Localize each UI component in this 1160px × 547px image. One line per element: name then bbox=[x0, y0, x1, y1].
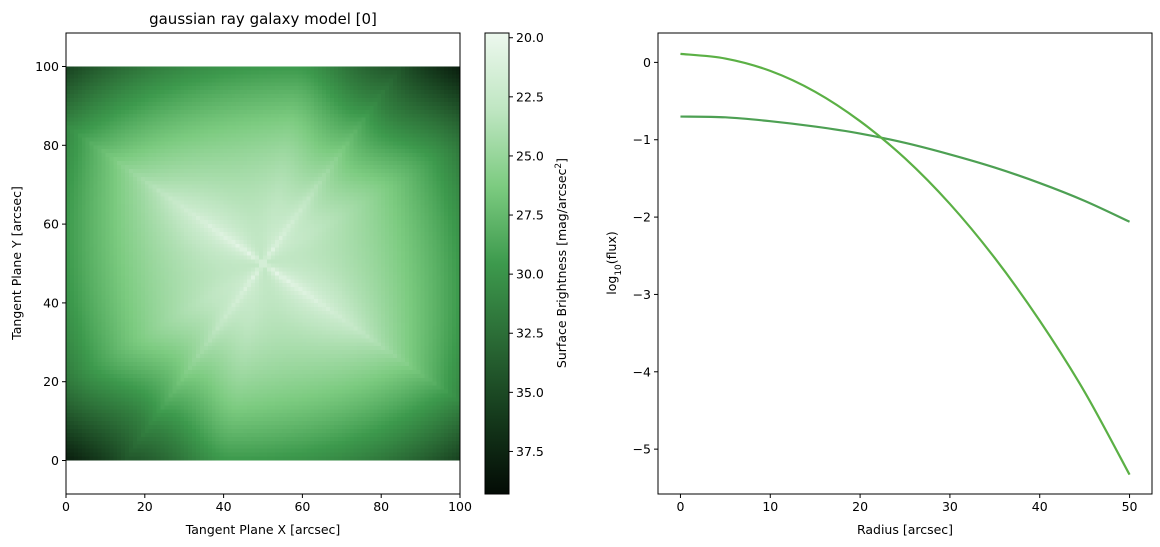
series-line-0 bbox=[680, 115, 1131, 223]
colorbar-tick-label: 35.0 bbox=[516, 385, 544, 400]
colorbar-tick-label: 32.5 bbox=[516, 326, 544, 341]
colorbar bbox=[484, 32, 510, 495]
line-y-tick-label: −4 bbox=[633, 364, 651, 379]
line-y-tick-label: −2 bbox=[633, 210, 651, 225]
heatmap-frame bbox=[65, 32, 461, 495]
heatmap-x-label: Tangent Plane X [arcsec] bbox=[185, 522, 341, 537]
line-y-tick-label: −5 bbox=[633, 442, 651, 457]
colorbar-tick-label: 25.0 bbox=[516, 148, 544, 163]
heatmap-x-tick-label: 20 bbox=[137, 499, 153, 514]
heatmap-y-tick-label: 60 bbox=[43, 217, 59, 232]
colorbar-tick-label: 37.5 bbox=[516, 444, 544, 459]
heatmap-x-tick-label: 40 bbox=[216, 499, 232, 514]
heatmap-x-ticks: 0 20 40 60 80 100 bbox=[62, 494, 472, 514]
heatmap-image bbox=[66, 66, 460, 461]
line-y-tick-label: 0 bbox=[643, 55, 651, 70]
heatmap-y-tick-label: 80 bbox=[43, 138, 59, 153]
line-y-tick-label: −3 bbox=[633, 287, 651, 302]
line-plot-frame bbox=[657, 32, 1153, 495]
line-x-tick-label: 30 bbox=[942, 499, 958, 514]
line-x-tick-label: 20 bbox=[852, 499, 868, 514]
line-y-label: log10(flux) bbox=[604, 231, 624, 294]
colorbar-ticks: 20.0 22.5 25.0 27.5 30.0 32.5 35.0 37.5 bbox=[509, 30, 544, 459]
line-y-tick-label: −1 bbox=[633, 132, 651, 147]
series-line-1 bbox=[680, 52, 1131, 476]
line-series-group bbox=[680, 52, 1131, 476]
colorbar-tick-label: 20.0 bbox=[516, 30, 544, 45]
heatmap-y-tick-label: 0 bbox=[51, 453, 59, 468]
line-y-ticks: 0 −1 −2 −3 −4 −5 bbox=[633, 55, 658, 457]
colorbar-tick-label: 27.5 bbox=[516, 208, 544, 223]
line-x-tick-label: 10 bbox=[762, 499, 778, 514]
heatmap-y-tick-label: 40 bbox=[43, 295, 59, 310]
colorbar-tick-label: 22.5 bbox=[516, 89, 544, 104]
heatmap-y-ticks: 0 20 40 60 80 100 bbox=[35, 59, 66, 468]
line-x-tick-label: 40 bbox=[1032, 499, 1048, 514]
line-x-label: Radius [arcsec] bbox=[857, 522, 953, 537]
line-x-tick-label: 0 bbox=[676, 499, 684, 514]
heatmap-y-tick-label: 20 bbox=[43, 374, 59, 389]
heatmap-x-tick-label: 80 bbox=[373, 499, 389, 514]
line-plot-area bbox=[658, 33, 1152, 494]
colorbar-label: Surface Brightness [mag/arcsec2] bbox=[554, 158, 569, 368]
line-x-tick-label: 50 bbox=[1122, 499, 1138, 514]
heatmap-x-tick-label: 60 bbox=[294, 499, 310, 514]
colorbar-tick-label: 30.0 bbox=[516, 267, 544, 282]
heatmap-x-tick-label: 0 bbox=[62, 499, 70, 514]
heatmap-x-tick-label: 100 bbox=[448, 499, 472, 514]
heatmap-title: gaussian ray galaxy model [0] bbox=[149, 10, 377, 28]
heatmap-y-tick-label: 100 bbox=[35, 59, 59, 74]
line-x-ticks: 0 10 20 30 40 50 bbox=[676, 494, 1138, 514]
heatmap-y-label: Tangent Plane Y [arcsec] bbox=[9, 186, 24, 341]
